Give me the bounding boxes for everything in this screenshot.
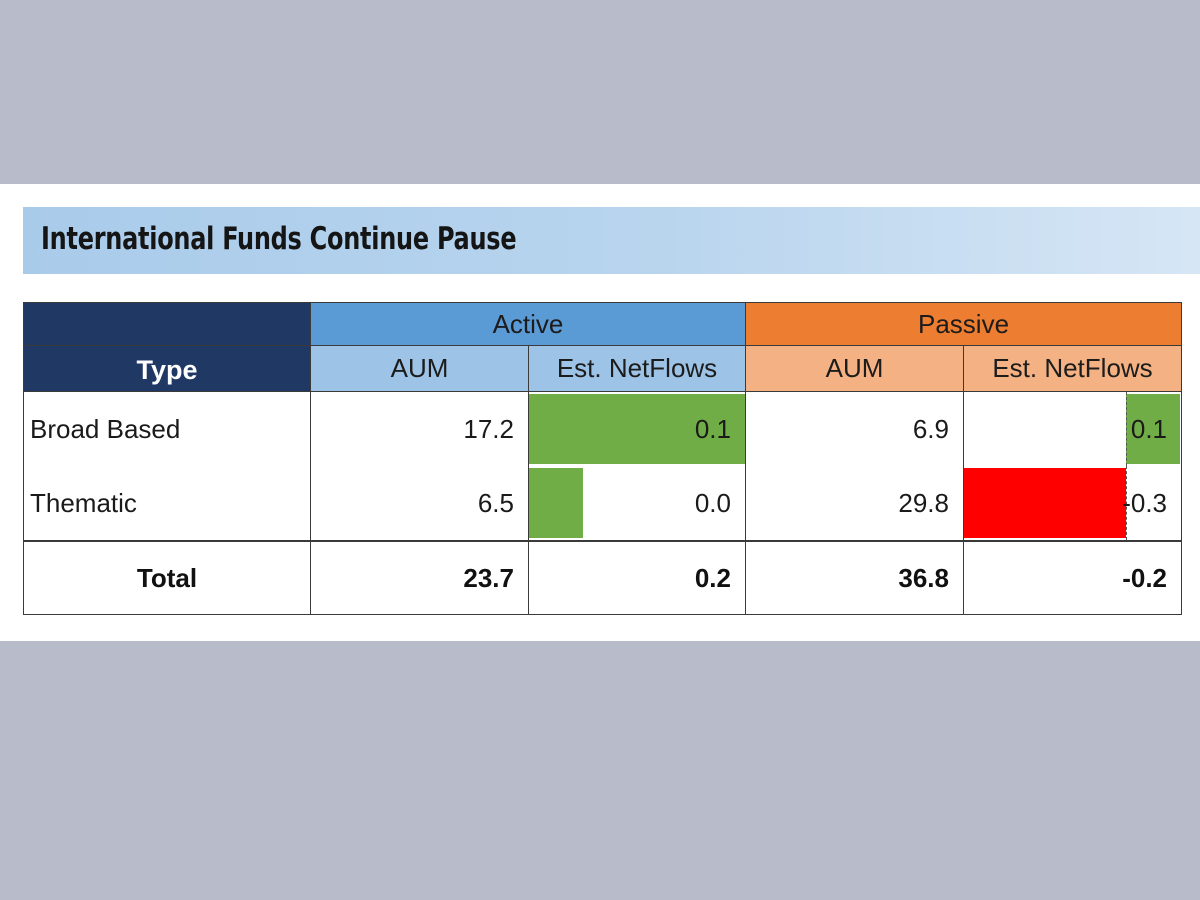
passive-flow-axis	[1126, 392, 1127, 466]
row-label: Thematic	[23, 466, 311, 541]
passive-flow-bar	[1126, 394, 1180, 464]
total-active-aum: 23.7	[310, 540, 529, 615]
active-aum-cell: 17.2	[310, 391, 529, 466]
type-column-header: Type	[23, 345, 311, 392]
active-flow-bar	[529, 394, 745, 464]
total-passive-aum: 36.8	[745, 540, 964, 615]
total-row: Total 23.7 0.2 36.8 -0.2	[23, 540, 1183, 615]
header-row-group: Active Passive	[23, 302, 1183, 346]
passive-netflows-cell: 0.1	[962, 391, 1183, 466]
active-aum-header: AUM	[310, 345, 529, 392]
passive-group-header: Passive	[744, 302, 1183, 346]
active-netflows-value: 0.0	[694, 487, 731, 518]
active-netflows-cell: 0.0	[528, 466, 746, 541]
funds-table: Active Passive Type AUM Est. NetFlows AU…	[23, 302, 1183, 615]
active-flow-bar	[529, 468, 583, 538]
active-netflows-cell: 0.1	[528, 391, 746, 466]
header-row-columns: Type AUM Est. NetFlows AUM Est. NetFlows	[23, 345, 1183, 392]
total-passive-netflows: -0.2	[962, 540, 1183, 615]
active-group-header: Active	[310, 302, 746, 346]
passive-flow-bar	[964, 468, 1126, 538]
passive-netflows-value: 0.1	[1130, 413, 1168, 444]
passive-aum-header: AUM	[745, 345, 964, 392]
type-header-blank	[23, 302, 311, 346]
active-aum-cell: 6.5	[310, 466, 529, 541]
passive-aum-cell: 6.9	[745, 391, 964, 466]
total-active-netflows: 0.2	[528, 540, 746, 615]
passive-aum-cell: 29.8	[745, 466, 964, 541]
active-netflows-value: 0.1	[694, 413, 731, 444]
active-netflows-header: Est. NetFlows	[528, 345, 746, 392]
slide: International Funds Continue Pause Activ…	[0, 184, 1200, 641]
passive-netflows-header: Est. NetFlows	[962, 345, 1183, 392]
page-title: International Funds Continue Pause	[41, 221, 517, 257]
passive-netflows-value: -0.3	[1122, 487, 1168, 518]
passive-flow-axis	[1126, 466, 1127, 540]
table-row: Thematic 6.5 0.0 29.8 -0.3	[23, 466, 1183, 541]
title-banner: International Funds Continue Pause	[23, 207, 1200, 274]
table-row: Broad Based 17.2 0.1 6.9 0.1	[23, 391, 1183, 466]
passive-netflows-cell: -0.3	[962, 466, 1183, 541]
total-label: Total	[23, 540, 311, 615]
row-label: Broad Based	[23, 391, 311, 466]
